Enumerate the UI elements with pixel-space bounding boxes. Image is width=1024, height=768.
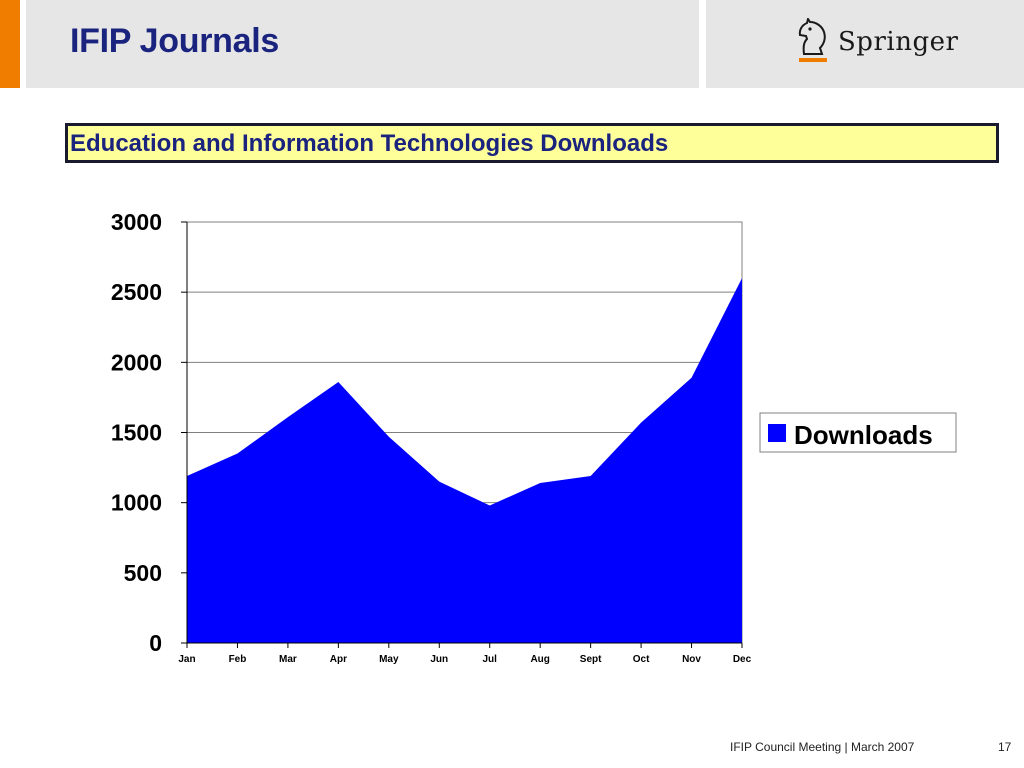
page-title: IFIP Journals (70, 22, 279, 60)
y-tick-label-500: 500 (124, 560, 162, 586)
page-number: 17 (998, 740, 1012, 754)
x-tick-label-jan: Jan (178, 654, 195, 665)
y-tick-label-3000: 3000 (111, 209, 162, 235)
x-tick-label-oct: Oct (633, 654, 650, 665)
title-panel (26, 0, 699, 88)
logo-underline (799, 58, 827, 62)
logo-panel (706, 0, 1024, 88)
legend-label-0: Downloads (794, 420, 933, 450)
legend-box (759, 412, 957, 453)
y-tick-label-2500: 2500 (111, 279, 162, 305)
chart-title-box: Education and Information Technologies D… (65, 123, 999, 163)
x-tick-label-sept: Sept (580, 654, 602, 665)
x-tick-label-apr: Apr (330, 654, 347, 665)
chart-title: Education and Information Technologies D… (70, 130, 669, 157)
knight-chess-piece-icon (798, 18, 826, 55)
x-tick-label-dec: Dec (733, 654, 752, 665)
area-series-0 (187, 278, 742, 643)
y-tick-label-0: 0 (149, 630, 162, 656)
footer-text: IFIP Council Meeting | March 2007 (730, 740, 915, 754)
x-tick-label-jun: Jun (430, 654, 448, 665)
legend-swatch-0 (768, 424, 786, 442)
orange-accent-bar (0, 0, 20, 88)
springer-logo: Springer (796, 18, 959, 68)
y-tick-label-1500: 1500 (111, 420, 162, 446)
x-tick-label-jul: Jul (483, 654, 498, 665)
y-tick-label-2000: 2000 (111, 349, 162, 375)
x-tick-label-feb: Feb (229, 654, 247, 665)
x-tick-label-mar: Mar (279, 654, 297, 665)
logo-text: Springer (838, 27, 959, 57)
x-tick-label-may: May (379, 654, 399, 665)
x-tick-label-nov: Nov (682, 654, 701, 665)
x-tick-label-aug: Aug (530, 654, 549, 665)
y-tick-label-1000: 1000 (111, 490, 162, 516)
